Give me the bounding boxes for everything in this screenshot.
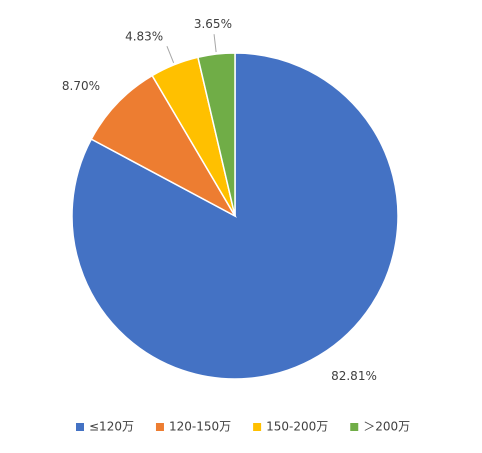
- legend-swatch: [253, 423, 262, 431]
- pie-slice: [197, 52, 236, 217]
- legend-label: ≤120万: [89, 420, 134, 434]
- pie-slice: [90, 74, 238, 218]
- data-label: 8.70%: [62, 79, 100, 93]
- legend-swatch: [350, 423, 359, 431]
- data-label: 82.81%: [331, 369, 377, 383]
- data-label: 4.83%: [125, 29, 163, 43]
- legend-swatch: [155, 423, 164, 431]
- leader-line: [166, 45, 175, 64]
- legend-label: 150-200万: [266, 420, 328, 434]
- legend-swatch: [76, 423, 84, 431]
- data-label: 3.65%: [194, 17, 232, 31]
- legend-label: ＞200万: [363, 420, 410, 434]
- legend-label: 120-150万: [169, 420, 231, 434]
- leader-line: [213, 34, 217, 53]
